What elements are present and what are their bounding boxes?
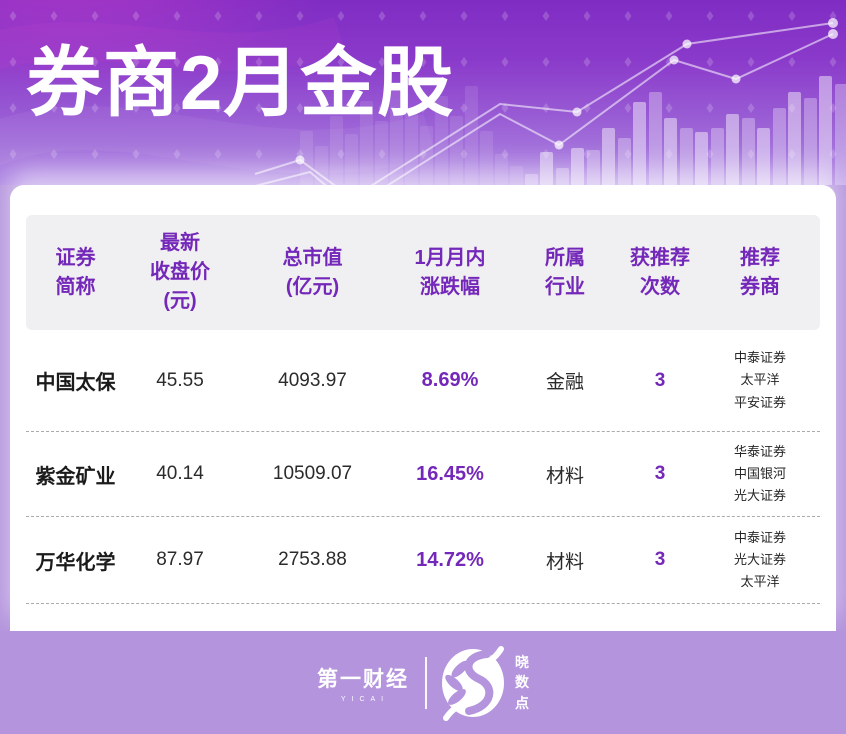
yicai-logo: 第一财经 YICAI <box>317 663 409 703</box>
table-row: 中国太保 45.55 4093.97 8.69% 金融 3 中泰证券 太平洋 平… <box>26 330 820 432</box>
cell-brokers: 中泰证券 太平洋 平安证券 <box>733 350 786 410</box>
table-card: 证券 简称 最新 收盘价 (元) 总市值 (亿元) 1月月内 涨跌幅 所属 行业… <box>10 185 836 631</box>
cell-brokers: 华泰证券 中国银河 光大证券 <box>733 443 786 504</box>
diamond-pattern <box>0 0 846 185</box>
yicai-logo-subtext: YICAI <box>340 695 390 703</box>
column-header-jan-change: 1月月内 涨跌幅 <box>414 246 486 298</box>
magenta-swirl <box>0 16 347 71</box>
footer: 第一财经 YICAI 晓 数 点 <box>0 631 846 734</box>
column-header-name: 证券 简称 <box>55 246 96 298</box>
column-header-recommend-count: 获推荐 次数 <box>630 246 690 298</box>
column-header-industry: 所属 行业 <box>545 246 585 298</box>
cell-industry: 金融 <box>545 372 584 393</box>
cell-jan-change: 14.72% <box>416 548 484 571</box>
logo-divider <box>425 656 427 709</box>
yicai-logo-text: 第一财经 <box>317 667 409 691</box>
table-row: 紫金矿业 40.14 10509.07 16.45% 材料 3 华泰证券 中国银… <box>26 432 820 517</box>
table-body: 中国太保 45.55 4093.97 8.69% 金融 3 中泰证券 太平洋 平… <box>10 330 836 604</box>
cell-close-price: 87.97 <box>156 549 204 570</box>
xiaoshudian-label: 晓 数 点 <box>515 654 529 711</box>
wave-swirl <box>0 105 437 174</box>
cell-recommend-count: 3 <box>654 549 666 570</box>
column-header-market-cap: 总市值 (亿元) <box>282 246 343 298</box>
table-header-row: 证券 简称 最新 收盘价 (元) 总市值 (亿元) 1月月内 涨跌幅 所属 行业… <box>26 215 820 330</box>
cell-industry: 材料 <box>545 551 584 573</box>
cell-jan-change: 8.69% <box>421 369 479 391</box>
header-chart-decoration <box>0 0 846 185</box>
column-header-brokers: 推荐 券商 <box>740 246 780 298</box>
cell-stock-name: 万华化学 <box>35 551 116 574</box>
bar-chart-decoration <box>525 76 846 185</box>
page-title: 券商2月金股 <box>26 41 455 126</box>
content-area: 证券 简称 最新 收盘价 (元) 总市值 (亿元) 1月月内 涨跌幅 所属 行业… <box>0 185 846 631</box>
cell-industry: 材料 <box>545 465 584 487</box>
cell-brokers: 中泰证券 光大证券 太平洋 <box>733 529 786 590</box>
line-chart-dots <box>295 18 838 165</box>
cell-close-price: 45.55 <box>156 369 204 391</box>
cell-jan-change: 16.45% <box>416 462 484 485</box>
cell-close-price: 40.14 <box>156 463 204 484</box>
cell-stock-name: 中国太保 <box>35 372 116 394</box>
bar-chart-faint <box>300 86 523 185</box>
xiaoshudian-icon <box>442 645 504 721</box>
table-row: 万华化学 87.97 2753.88 14.72% 材料 3 中泰证券 光大证券… <box>26 517 820 604</box>
cell-market-cap: 10509.07 <box>272 463 353 484</box>
cell-stock-name: 紫金矿业 <box>35 465 116 488</box>
column-header-close-price: 最新 收盘价 (元) <box>150 232 210 312</box>
header-banner: 券商2月金股 <box>0 0 846 185</box>
cell-recommend-count: 3 <box>654 369 666 391</box>
cell-market-cap: 2753.88 <box>278 549 347 570</box>
cell-recommend-count: 3 <box>654 463 666 484</box>
cell-market-cap: 4093.97 <box>278 369 347 391</box>
